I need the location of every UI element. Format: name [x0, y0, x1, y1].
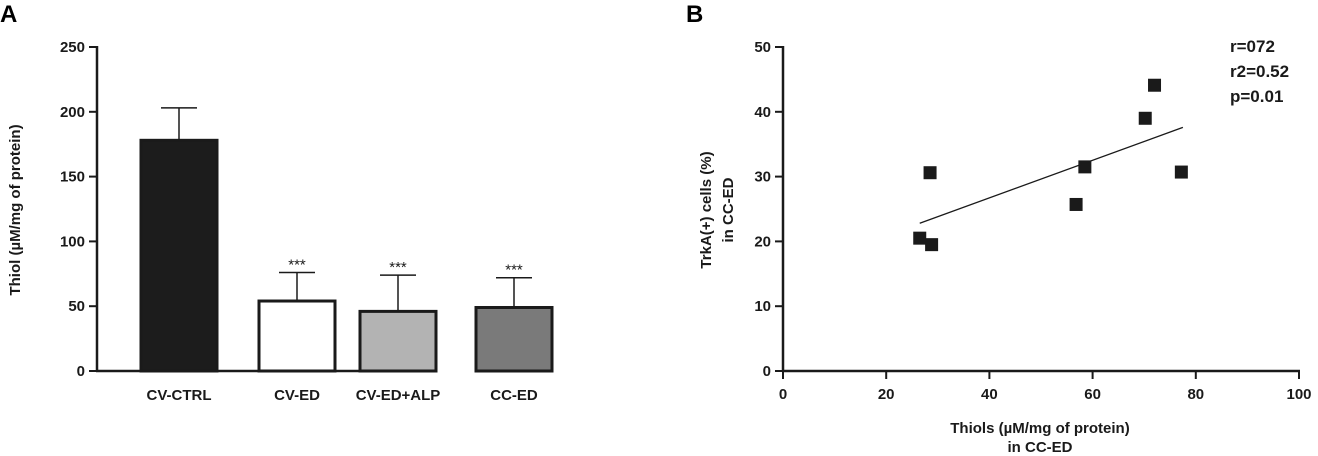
bar-chart-y-tick-label: 0: [77, 363, 85, 380]
scatter-point: [913, 231, 927, 245]
scatter-y-tick-label: 50: [754, 39, 771, 56]
bar-chart-y-tick-label: 150: [60, 169, 85, 186]
scatter-y-tick-label: 0: [763, 363, 771, 380]
scatter-y-tick-label: 10: [754, 298, 771, 315]
scatter-x-tick-label: 100: [1286, 386, 1311, 403]
bar-chart-x-tick-label: CV-ED: [274, 387, 320, 404]
bar-chart-y-tick-label: 200: [60, 104, 85, 121]
significance-marker: ***: [505, 262, 523, 279]
scatter-point: [1078, 160, 1092, 174]
bar: [139, 138, 219, 373]
scatter-y-axis-title: TrkA(+) cells (%): [698, 151, 715, 268]
scatter-x-tick-label: 80: [1187, 386, 1204, 403]
scatter-x-tick-label: 0: [779, 386, 787, 403]
scatter-point: [1069, 197, 1083, 211]
bar-chart-y-tick-label: 100: [60, 233, 85, 250]
regression-line: [919, 126, 1184, 224]
scatter-x-axis-title: Thiols (µM/mg of protein): [950, 420, 1129, 437]
bar-chart-x-tick-label: CC-ED: [490, 387, 538, 404]
scatter-point: [925, 238, 939, 252]
scatter-y-tick-label: 20: [754, 233, 771, 250]
scatter-chart-trka: TrkA(+) cells (%) in CC-ED Thiols (µM/mg…: [698, 37, 1312, 456]
scatter-x-axis-title-line2: in CC-ED: [1008, 439, 1073, 456]
scatter-x-tick-label: 40: [981, 386, 998, 403]
scatter-y-tick-label: 30: [754, 169, 771, 186]
scatter-point: [1148, 78, 1162, 92]
bar: [257, 299, 337, 373]
correlation-stat: p=0.01: [1230, 87, 1283, 106]
correlation-stat: r=072: [1230, 37, 1275, 56]
significance-marker: ***: [288, 257, 306, 274]
panel-a-label: A: [0, 1, 17, 28]
scatter-point: [1174, 165, 1188, 179]
bar-chart-thiol: Thiol (µM/mg of protein) 0 50 100 150 200 250…: [7, 39, 554, 404]
significance-marker: ***: [389, 259, 407, 276]
scatter-y-tick-label: 40: [754, 104, 771, 121]
bar: [474, 305, 554, 373]
scatter-x-tick-label: 20: [878, 386, 895, 403]
bar: [358, 309, 438, 373]
scatter-x-tick-label: 60: [1084, 386, 1101, 403]
bar-chart-x-tick-label: CV-CTRL: [147, 387, 212, 404]
bar-chart-y-axis-title: Thiol (µM/mg of protein): [7, 124, 24, 295]
panel-b-label: B: [686, 1, 703, 28]
bar-chart-y-tick-label: 50: [68, 298, 85, 315]
scatter-point: [1138, 111, 1152, 125]
scatter-point: [923, 166, 937, 180]
bar-chart-y-tick-label: 250: [60, 39, 85, 56]
correlation-stat: r2=0.52: [1230, 62, 1289, 81]
scatter-y-axis-title-line2: in CC-ED: [720, 177, 737, 242]
bar-chart-x-tick-label: CV-ED+ALP: [356, 387, 441, 404]
